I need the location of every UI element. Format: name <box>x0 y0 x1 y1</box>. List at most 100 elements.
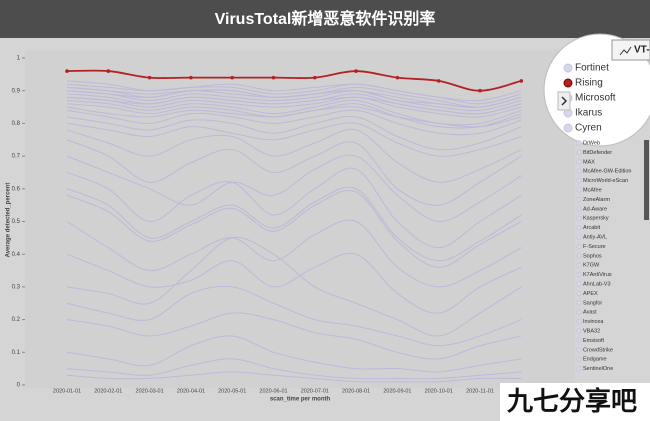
chevron <box>561 96 568 106</box>
legend-label[interactable]: DrWeb <box>583 140 600 146</box>
legend-panel <box>576 130 644 421</box>
series-line <box>66 358 522 380</box>
legend-marker <box>576 253 582 259</box>
chart-title: VirusTotal新增恶意软件识别率 <box>215 9 436 28</box>
y-tick-label: 1 <box>17 56 21 62</box>
legend-label[interactable]: MicroWorld-eScan <box>583 178 628 184</box>
x-tick-label: 2020-05-01 <box>218 388 246 394</box>
y-tick-label: 0.9 <box>12 88 21 94</box>
y-tick-label: 0.8 <box>12 121 21 127</box>
legend-marker <box>576 149 582 156</box>
legend-label[interactable]: APEX <box>583 291 598 297</box>
series-line <box>66 167 522 249</box>
y-axis-label: Average detected_percent <box>6 183 12 258</box>
x-tick-label: 2020-01-01 <box>53 388 81 394</box>
legend-label[interactable]: AhnLab-V3 <box>583 281 611 287</box>
y-tick-label: 0.7 <box>12 154 21 160</box>
legend-label[interactable]: Cyren <box>575 123 602 134</box>
legend-marker <box>576 318 582 325</box>
legend-label[interactable]: Sangfor <box>583 300 602 306</box>
legend-marker <box>576 234 582 240</box>
legend-magnifier <box>543 33 650 147</box>
series-line <box>66 154 522 223</box>
series-line <box>66 219 522 288</box>
series-line <box>66 99 522 126</box>
scrollbar[interactable] <box>644 140 649 220</box>
legend-label[interactable]: ZoneAlarm <box>583 197 610 203</box>
legend-marker <box>576 300 582 306</box>
legend-label[interactable]: Ad-Aware <box>583 206 607 212</box>
y-tick-label: 0.6 <box>12 186 21 192</box>
series-line <box>66 190 522 268</box>
legend-label[interactable]: K7GW <box>583 263 600 269</box>
x-tick-label: 2020-09-01 <box>383 388 411 394</box>
legend-label[interactable]: Ikarus <box>575 108 602 119</box>
legend-marker <box>576 271 582 278</box>
legend-label[interactable]: SentinelOne <box>583 366 613 372</box>
watermark: 九七分享吧 <box>506 386 637 416</box>
legend-label[interactable]: Kaspersky <box>583 216 609 222</box>
legend-marker <box>576 224 582 231</box>
legend-label[interactable]: VBA32 <box>583 328 600 334</box>
series-line <box>66 90 522 112</box>
legend-marker <box>576 309 582 315</box>
legend-label[interactable]: McAfee-GW-Edition <box>583 169 632 175</box>
series-line <box>66 96 522 118</box>
series-line <box>66 335 522 373</box>
legend-toggle[interactable] <box>557 91 571 111</box>
legend-marker <box>576 140 582 146</box>
legend-label[interactable]: CrowdStrike <box>583 347 613 353</box>
point <box>230 75 234 80</box>
legend-label[interactable]: McAfee <box>583 187 602 193</box>
legend-label[interactable]: Emsisoft <box>583 338 605 344</box>
series-line <box>66 186 522 262</box>
point <box>106 69 111 73</box>
legend-marker <box>576 365 582 372</box>
legend-marker <box>576 337 582 344</box>
legend-marker <box>576 177 582 184</box>
legend-label[interactable]: Sophos <box>583 253 602 259</box>
legend-label[interactable]: K7AntiVirus <box>583 272 612 278</box>
series-line <box>66 285 522 347</box>
x-tick-label: 2020-10-01 <box>425 388 453 394</box>
legend-marker <box>576 196 582 203</box>
plot-area <box>25 50 575 388</box>
point <box>354 69 358 73</box>
point <box>519 79 524 83</box>
legend-label[interactable]: Microsoft <box>575 93 616 104</box>
point <box>65 69 69 73</box>
legend-label[interactable]: BitDefender <box>583 150 612 156</box>
legend-marker <box>576 290 582 297</box>
legend-label[interactable]: Endgame <box>583 357 607 363</box>
series-line <box>66 128 522 183</box>
series-line <box>66 252 522 314</box>
legend-label[interactable]: Antiy-AVL <box>583 234 607 240</box>
legend-label[interactable]: Avast <box>583 310 597 316</box>
point <box>478 88 482 93</box>
vt-button[interactable] <box>611 39 650 61</box>
point <box>395 75 400 80</box>
legend-label[interactable]: Rising <box>575 78 603 89</box>
chart-icon <box>619 46 632 56</box>
series-line <box>66 236 522 337</box>
legend-label[interactable]: F-Secure <box>583 244 606 250</box>
legend-label[interactable]: Invincea <box>583 319 604 325</box>
legend-marker <box>563 123 573 133</box>
legend-marker <box>576 243 582 250</box>
point <box>189 75 193 80</box>
legend-label[interactable]: Fortinet <box>575 63 609 74</box>
legend-marker <box>576 347 582 353</box>
legend-marker <box>576 262 582 268</box>
series-line <box>66 139 522 206</box>
legend-label[interactable]: Arcabit <box>583 225 601 231</box>
vt-button-label: VT- <box>634 45 650 56</box>
point <box>313 75 317 80</box>
legend-label[interactable]: MAX <box>583 159 595 165</box>
x-tick-label: 2020-08-01 <box>342 388 370 394</box>
series-line <box>66 83 522 105</box>
legend-marker <box>576 215 582 221</box>
legend-marker <box>576 159 582 165</box>
series-line <box>66 109 522 136</box>
x-tick-label: 2020-03-01 <box>136 388 164 394</box>
